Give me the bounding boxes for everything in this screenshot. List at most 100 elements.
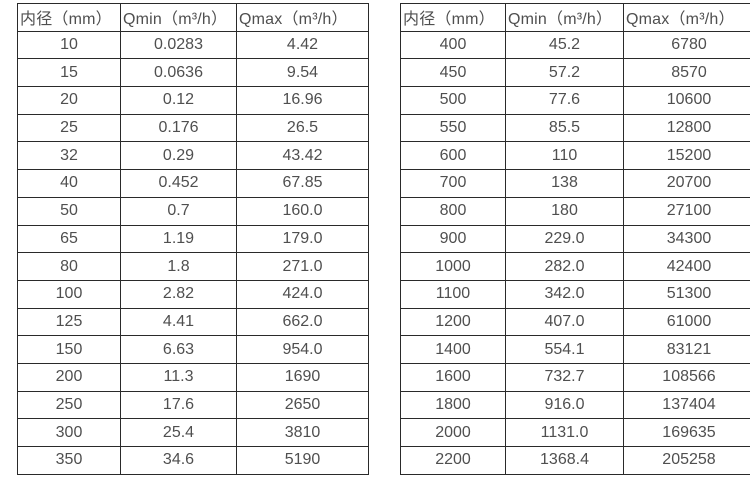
qmin-cell: 110 (505, 141, 624, 171)
diameter-cell: 125 (17, 307, 121, 337)
qmin-cell: 342.0 (505, 279, 624, 309)
table-row: 300 25.4 3810 (17, 418, 369, 447)
qmin-cell: 282.0 (505, 252, 624, 281)
qmin-cell: 2.82 (120, 279, 237, 309)
qmax-cell: 271.0 (236, 252, 369, 281)
qmin-cell: 0.452 (120, 169, 237, 198)
qmax-cell: 42400 (623, 252, 750, 281)
diameter-cell: 800 (400, 196, 506, 226)
qmax-cell: 4.42 (236, 30, 369, 60)
diameter-cell: 20 (17, 86, 121, 115)
diameter-cell: 300 (17, 418, 121, 447)
qmax-cell: 10600 (623, 86, 750, 115)
table-row: 32 0.29 43.42 (17, 141, 369, 171)
qmax-cell: 169635 (623, 418, 750, 447)
qmax-cell: 16.96 (236, 86, 369, 115)
qmin-cell: 1368.4 (505, 446, 624, 475)
diameter-column-header: 内径（mm） (400, 3, 506, 32)
qmax-cell: 12800 (623, 113, 750, 143)
qmin-cell: 0.176 (120, 113, 237, 143)
diameter-cell: 1400 (400, 335, 506, 364)
diameter-cell: 1800 (400, 390, 506, 420)
qmax-cell: 9.54 (236, 58, 369, 88)
diameter-cell: 400 (400, 30, 506, 60)
table-row: 80 1.8 271.0 (17, 252, 369, 281)
qmin-cell: 916.0 (505, 390, 624, 420)
qmin-cell: 4.41 (120, 307, 237, 337)
qmax-cell: 43.42 (236, 141, 369, 171)
qmin-cell: 25.4 (120, 418, 237, 447)
diameter-column-header: 内径（mm） (17, 3, 121, 32)
qmax-cell: 5190 (236, 446, 369, 475)
qmin-cell: 1131.0 (505, 418, 624, 447)
diameter-cell: 40 (17, 169, 121, 198)
diameter-cell: 1200 (400, 307, 506, 337)
qmax-cell: 27100 (623, 196, 750, 226)
diameter-cell: 350 (17, 446, 121, 475)
table-row: 1600 732.7 108566 (400, 362, 750, 392)
qmax-cell: 108566 (623, 362, 750, 392)
table-row: 500 77.6 10600 (400, 86, 750, 115)
diameter-cell: 10 (17, 30, 121, 60)
qmax-cell: 3810 (236, 418, 369, 447)
header-row: 内径（mm） Qmin（m³/h） Qmax（m³/h） (400, 3, 750, 32)
qmax-cell: 160.0 (236, 196, 369, 226)
table-row: 350 34.6 5190 (17, 446, 369, 475)
diameter-cell: 1600 (400, 362, 506, 392)
qmin-cell: 1.8 (120, 252, 237, 281)
qmin-cell: 138 (505, 169, 624, 198)
table-row: 40 0.452 67.85 (17, 169, 369, 198)
diameter-cell: 700 (400, 169, 506, 198)
qmin-cell: 180 (505, 196, 624, 226)
qmax-column-header: Qmax（m³/h） (623, 3, 750, 32)
qmin-cell: 77.6 (505, 86, 624, 115)
qmax-cell: 20700 (623, 169, 750, 198)
qmax-cell: 6780 (623, 30, 750, 60)
qmin-cell: 45.2 (505, 30, 624, 60)
table-row: 25 0.176 26.5 (17, 113, 369, 143)
table-row: 2000 1131.0 169635 (400, 418, 750, 447)
diameter-cell: 450 (400, 58, 506, 88)
qmax-cell: 954.0 (236, 335, 369, 364)
qmin-cell: 34.6 (120, 446, 237, 475)
qmax-cell: 51300 (623, 279, 750, 309)
diameter-cell: 250 (17, 390, 121, 420)
table-row: 1400 554.1 83121 (400, 335, 750, 364)
table-row: 65 1.19 179.0 (17, 224, 369, 254)
qmin-cell: 554.1 (505, 335, 624, 364)
qmax-cell: 137404 (623, 390, 750, 420)
diameter-cell: 15 (17, 58, 121, 88)
table-row: 900 229.0 34300 (400, 224, 750, 254)
table-row: 200 11.3 1690 (17, 362, 369, 392)
qmin-cell: 0.29 (120, 141, 237, 171)
table-row: 400 45.2 6780 (400, 30, 750, 60)
table-row: 10 0.0283 4.42 (17, 30, 369, 60)
qmin-cell: 407.0 (505, 307, 624, 337)
flow-spec-table-large-diameters: 内径（mm） Qmin（m³/h） Qmax（m³/h） 400 45.2 6780 450… (400, 3, 750, 475)
diameter-cell: 1100 (400, 279, 506, 309)
qmax-cell: 34300 (623, 224, 750, 254)
diameter-cell: 65 (17, 224, 121, 254)
qmax-cell: 662.0 (236, 307, 369, 337)
header-row: 内径（mm） Qmin（m³/h） Qmax（m³/h） (17, 3, 369, 32)
diameter-cell: 25 (17, 113, 121, 143)
table-row: 50 0.7 160.0 (17, 196, 369, 226)
qmax-cell: 205258 (623, 446, 750, 475)
qmin-cell: 57.2 (505, 58, 624, 88)
qmax-cell: 424.0 (236, 279, 369, 309)
table-row: 100 2.82 424.0 (17, 279, 369, 309)
qmin-cell: 85.5 (505, 113, 624, 143)
qmax-cell: 179.0 (236, 224, 369, 254)
qmin-cell: 0.7 (120, 196, 237, 226)
table-row: 450 57.2 8570 (400, 58, 750, 88)
table-row: 1200 407.0 61000 (400, 307, 750, 337)
table-row: 125 4.41 662.0 (17, 307, 369, 337)
qmax-cell: 8570 (623, 58, 750, 88)
table-row: 600 110 15200 (400, 141, 750, 171)
qmin-cell: 0.0283 (120, 30, 237, 60)
diameter-cell: 2200 (400, 446, 506, 475)
table-row: 1100 342.0 51300 (400, 279, 750, 309)
qmin-cell: 0.12 (120, 86, 237, 115)
qmax-cell: 61000 (623, 307, 750, 337)
qmax-cell: 1690 (236, 362, 369, 392)
